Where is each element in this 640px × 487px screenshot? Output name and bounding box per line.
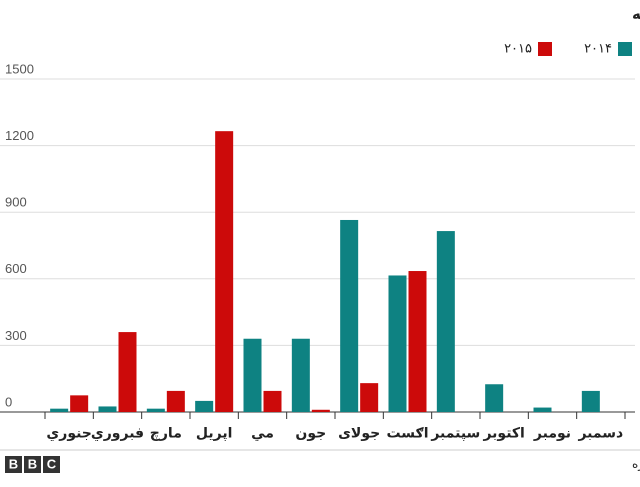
x-tick-label: مي xyxy=(251,425,274,442)
x-tick-label: اپريل xyxy=(196,425,233,442)
x-tick-label: فبروري xyxy=(91,425,144,443)
bar xyxy=(166,390,185,412)
x-tick-label: اکتوبر xyxy=(482,425,524,442)
bar xyxy=(98,406,117,412)
logo-letter: C xyxy=(47,456,57,471)
bar xyxy=(118,332,137,412)
y-tick-label: 900 xyxy=(5,195,27,210)
logo-letter: B xyxy=(28,456,37,471)
bar xyxy=(485,384,504,412)
x-tick-label: نومبر xyxy=(533,425,571,442)
bar xyxy=(50,408,69,412)
x-tick-label: سپتمبر xyxy=(430,425,480,442)
logo-box xyxy=(5,456,22,473)
source: سرچينه: د کډوالو چارو نړيواله اداره xyxy=(632,457,640,472)
x-tick-label: جنوري xyxy=(46,425,91,443)
bar xyxy=(360,383,379,412)
bar xyxy=(70,395,89,412)
x-tick-label: جون xyxy=(295,425,326,442)
y-tick-label: 1200 xyxy=(5,128,34,143)
legend-label: ۲۰۱۵ xyxy=(504,40,532,55)
logo-box xyxy=(24,456,41,473)
bar xyxy=(311,409,330,412)
bar xyxy=(340,219,359,412)
y-tick-label: 300 xyxy=(5,328,27,343)
legend-label: ۲۰۱۴ xyxy=(584,40,612,55)
logo-letter: B xyxy=(9,456,18,471)
bar xyxy=(243,338,262,412)
y-tick-label: 600 xyxy=(5,261,27,276)
legend-swatch xyxy=(538,42,552,56)
x-tick-label: مارچ xyxy=(150,425,182,442)
x-tick-label: دسمبر xyxy=(577,425,623,442)
y-tick-label: 0 xyxy=(5,394,12,409)
bar xyxy=(581,390,600,412)
bar xyxy=(388,275,407,412)
bar xyxy=(533,407,552,412)
bar xyxy=(408,271,427,412)
x-tick-label: جولای xyxy=(338,425,380,442)
chart-title: په مديترانه کې هره مياشت د کډوالو مړينه xyxy=(632,6,640,25)
x-tick-label: اګست xyxy=(386,425,428,441)
logo-box xyxy=(43,456,60,473)
bar xyxy=(263,390,282,412)
bar xyxy=(215,131,234,413)
bar xyxy=(146,408,165,412)
y-tick-label: 1500 xyxy=(5,61,34,76)
bar xyxy=(195,400,214,412)
bar xyxy=(436,231,455,412)
legend-swatch xyxy=(618,42,632,56)
bar xyxy=(291,338,310,412)
